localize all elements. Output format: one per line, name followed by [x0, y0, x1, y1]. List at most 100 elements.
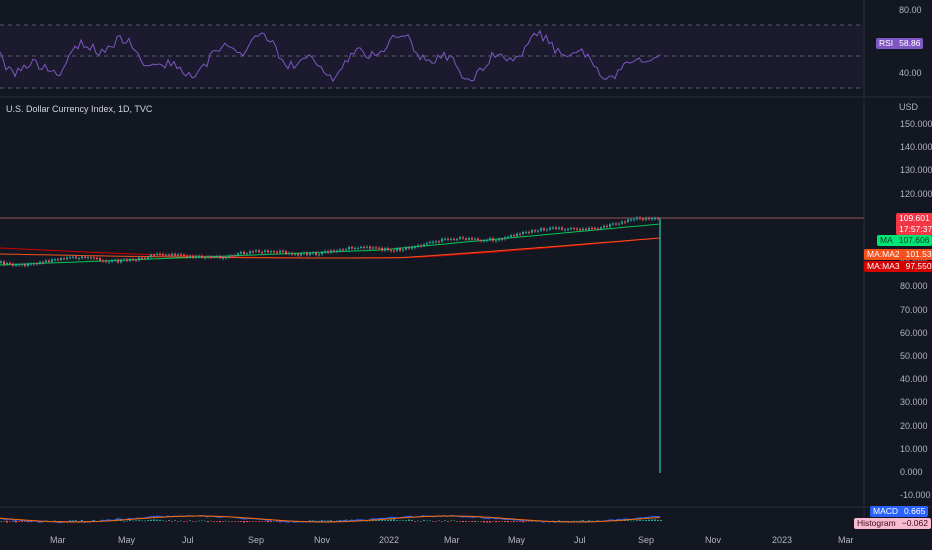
histogram-bar — [327, 520, 329, 522]
candle — [228, 255, 230, 258]
candle — [438, 241, 440, 243]
histogram-bar — [3, 521, 5, 522]
candle — [126, 259, 128, 261]
candle — [123, 259, 125, 261]
candle — [555, 227, 557, 229]
candle — [288, 252, 290, 254]
candle — [600, 227, 602, 229]
price-tick: 50.000 — [900, 351, 928, 361]
candle — [405, 247, 407, 250]
histogram-bar — [324, 520, 326, 522]
candle — [648, 218, 650, 220]
price-tick: 150.000 — [900, 119, 932, 129]
histogram-bar — [33, 521, 35, 522]
candle — [630, 219, 632, 221]
candle — [105, 260, 107, 262]
histogram-bar — [627, 520, 629, 521]
candle — [294, 253, 296, 255]
candle — [36, 263, 38, 265]
histogram-bar — [462, 521, 464, 523]
candle — [498, 238, 500, 241]
histogram-bar — [639, 519, 641, 521]
histogram-bar — [384, 520, 386, 521]
histogram-bar — [240, 521, 242, 522]
histogram-bar — [636, 520, 638, 521]
instrument-title[interactable]: U.S. Dollar Currency Index, 1D, TVC — [6, 104, 153, 114]
candle — [480, 240, 482, 242]
histogram-bar — [210, 520, 212, 522]
histogram-bar — [153, 519, 155, 521]
candle — [507, 236, 509, 238]
histogram-bar — [438, 520, 440, 522]
rsi-label: RSI — [879, 38, 894, 48]
candle — [222, 257, 224, 259]
candle — [141, 257, 143, 259]
macd-value: 0.665 — [904, 506, 926, 516]
histogram-bar — [585, 521, 587, 522]
histogram-bar — [81, 520, 83, 521]
histogram-bar — [177, 521, 179, 522]
histogram-bar — [159, 519, 161, 521]
candle — [525, 231, 527, 233]
histogram-bar — [453, 520, 455, 522]
ma2-label: MA:MA2 — [867, 249, 900, 259]
time-label: May — [508, 535, 526, 545]
candle — [417, 245, 419, 247]
time-label: Mar — [50, 535, 66, 545]
candle — [444, 238, 446, 240]
candle — [111, 260, 113, 262]
candle — [516, 233, 518, 237]
candle — [0, 261, 2, 263]
histogram-bar — [84, 521, 86, 522]
histogram-bar — [495, 521, 497, 523]
currency-label[interactable]: USD — [899, 102, 919, 112]
candle — [6, 263, 8, 265]
candle — [192, 255, 194, 258]
candle — [195, 255, 197, 258]
histogram-bar — [513, 521, 515, 523]
candle — [315, 252, 317, 255]
histogram-bar — [249, 521, 251, 522]
price-tick: 20.000 — [900, 420, 928, 431]
candle — [255, 250, 257, 252]
histogram-bar — [150, 519, 152, 521]
candle — [573, 228, 575, 230]
histogram-bar — [474, 521, 476, 523]
histogram-bar — [366, 520, 368, 522]
price-tick: 70.000 — [900, 304, 928, 315]
histogram-bar — [15, 521, 17, 523]
histogram-bar — [270, 521, 272, 522]
candle — [237, 253, 239, 256]
candle — [570, 228, 572, 230]
candle — [336, 250, 338, 252]
candle — [240, 252, 242, 254]
candle — [462, 237, 464, 239]
histogram-bar — [576, 520, 578, 522]
candle — [411, 247, 413, 249]
histogram-bar — [126, 520, 128, 522]
histogram-bar — [465, 521, 467, 522]
histogram-bar — [204, 520, 206, 522]
histogram-bar — [423, 519, 425, 521]
histogram-bar — [489, 521, 491, 523]
histogram-bar — [93, 519, 95, 521]
candle — [243, 252, 245, 255]
candle — [219, 255, 221, 258]
candle — [189, 255, 191, 258]
histogram-bar — [582, 520, 584, 521]
histogram-bar — [591, 520, 593, 522]
price-tick: 30.000 — [900, 397, 928, 408]
histogram-bar — [552, 520, 554, 522]
histogram-bar — [69, 520, 71, 521]
candle — [270, 251, 272, 253]
candle — [420, 245, 422, 247]
candle — [330, 250, 332, 253]
histogram-bar — [408, 519, 410, 521]
time-label: Jul — [182, 535, 194, 545]
candle — [333, 250, 335, 252]
histogram-bar — [645, 519, 647, 521]
candle — [279, 250, 281, 253]
candle — [414, 246, 416, 248]
candle — [252, 251, 254, 253]
